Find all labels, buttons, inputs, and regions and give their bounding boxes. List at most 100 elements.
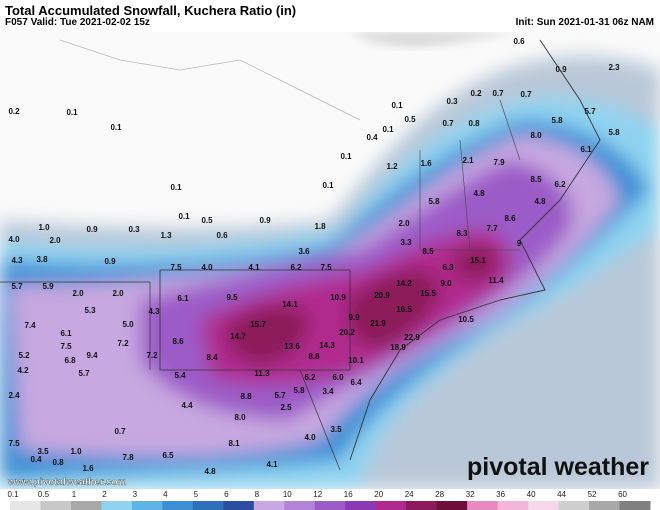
snowfall-label: 8.6 (172, 337, 184, 346)
logo: pivotal weather (467, 453, 649, 481)
snowfall-label: 0.1 (178, 212, 190, 221)
snowfall-label: 8.4 (206, 353, 218, 362)
snowfall-label: 0.7 (520, 90, 532, 99)
snowfall-label: 21.9 (370, 319, 386, 328)
snowfall-label: 7.7 (486, 224, 498, 233)
snowfall-label: 6.8 (64, 356, 76, 365)
snowfall-label: 9.5 (226, 293, 238, 302)
snowfall-label: 5.7 (274, 391, 286, 400)
snowfall-label: 7.8 (122, 453, 134, 462)
snowfall-label: 5.9 (42, 282, 54, 291)
snowfall-label: 1.8 (314, 222, 326, 231)
colorbar-swatch (345, 501, 377, 510)
snowfall-label: 8.0 (234, 413, 246, 422)
snowfall-label: 8.1 (228, 439, 240, 448)
colorbar-label: 16 (344, 490, 353, 499)
map-title: Total Accumulated Snowfall, Kuchera Rati… (5, 3, 297, 18)
colorbar-swatch (131, 501, 163, 510)
snowfall-label: 16.5 (396, 305, 412, 314)
snowfall-label: 5.7 (78, 369, 90, 378)
colorbar-swatch (528, 501, 560, 510)
colorbar-label: 60 (618, 490, 627, 499)
colorbar-swatch (162, 501, 194, 510)
snowfall-label: 0.1 (66, 108, 78, 117)
snowfall-label: 3.4 (322, 387, 334, 396)
snowfall-label: 11.3 (254, 369, 270, 378)
colorbar-swatch (375, 501, 407, 510)
snowfall-label: 8.8 (308, 352, 320, 361)
colorbar-label: 4 (163, 490, 168, 499)
map-field (0, 32, 660, 489)
colorbar-swatch (223, 501, 255, 510)
snowfall-label: 0.8 (468, 119, 480, 128)
snowfall-label: 8.8 (240, 392, 252, 401)
snowfall-labels: 0.1 0.3 0.2 0.7 0.7 0.9 2.3 0.6 5.7 5.8 5.8 8.0 6.1 0… (8, 37, 620, 476)
colorbar-swatch (406, 501, 438, 510)
snowfall-label: 4.4 (181, 401, 193, 410)
snowfall-label: 13.6 (284, 342, 300, 351)
snowfall-label: 0.1 (382, 125, 394, 134)
snowfall-label: 0.9 (104, 257, 116, 266)
snowfall-label: 4.8 (534, 197, 546, 206)
colorbar-label: 1 (72, 490, 77, 499)
snowfall-label: 6.4 (350, 378, 362, 387)
snowfall-label: 5.7 (584, 107, 596, 116)
init-time: Init: Sun 2021-01-31 06z NAM (515, 17, 654, 28)
snowfall-label: 3.5 (330, 425, 342, 434)
snowfall-label: 14.2 (396, 279, 412, 288)
colorbar-label: 20 (374, 490, 383, 499)
snowfall-label: 6.5 (162, 451, 174, 460)
colorbar-label: 0.1 (7, 490, 19, 499)
snowfall-label: 3.6 (298, 247, 310, 256)
snowfall-label: 5.2 (18, 351, 30, 360)
snowfall-label: 8.5 (530, 175, 542, 184)
snowfall-label: 5.4 (174, 371, 186, 380)
snowfall-label: 1.0 (70, 447, 82, 456)
snowfall-label: 6.2 (554, 180, 566, 189)
colorbar: 0.1 0.5 1 2 3 4 5 6 8 10 12 16 20 24 28 32 36 40 44 52 60 (0, 489, 660, 510)
colorbar-swatch (619, 501, 651, 510)
snowfall-label: 14.3 (319, 341, 335, 350)
colorbar-swatch (497, 501, 529, 510)
snowfall-label: 0.9 (259, 216, 271, 225)
snowfall-label: 10.9 (330, 293, 346, 302)
colorbar-swatch (253, 501, 285, 510)
snowfall-label: 8.3 (456, 229, 468, 238)
colorbar-label: 36 (496, 490, 505, 499)
snowfall-label: 0.1 (110, 123, 122, 132)
snowfall-label: 9.9 (348, 313, 360, 322)
snowfall-label: 9.4 (86, 351, 98, 360)
snowfall-label: 7.4 (24, 321, 36, 330)
colorbar-label: 8 (255, 490, 260, 499)
colorbar-swatch (436, 501, 468, 510)
snowfall-label: 0.2 (8, 107, 20, 116)
snowfall-label: 1.2 (386, 162, 398, 171)
snowfall-label: 6.0 (332, 373, 344, 382)
snowfall-label: 3.3 (400, 238, 412, 247)
snowfall-label: 5.8 (293, 386, 305, 395)
snowfall-label: 0.4 (30, 455, 42, 464)
snowfall-label: 4.8 (473, 189, 485, 198)
snowfall-label: 6.1 (60, 329, 72, 338)
snowfall-label: 6.2 (290, 263, 302, 272)
snowfall-label: 0.8 (52, 458, 64, 467)
snowfall-label: 0.5 (201, 216, 213, 225)
colorbar-swatch (70, 501, 102, 510)
snowfall-label: 7.5 (320, 263, 332, 272)
colorbar-swatch (40, 501, 72, 510)
colorbar-label: 32 (466, 490, 475, 499)
colorbar-label: 52 (588, 490, 597, 499)
snowfall-label: 0.5 (404, 115, 416, 124)
snowfall-label: 2.0 (112, 289, 124, 298)
snowfall-label: 14.7 (230, 332, 246, 341)
colorbar-label: 2 (102, 490, 107, 499)
colorbar-label: 6 (224, 490, 229, 499)
snowfall-label: 3.8 (36, 255, 48, 264)
colorbar-label: 40 (527, 490, 536, 499)
snowfall-label: 0.2 (470, 89, 482, 98)
snowfall-label: 5.7 (11, 282, 23, 291)
snowfall-label: 0.1 (170, 183, 182, 192)
snowfall-label: 7.2 (146, 351, 158, 360)
